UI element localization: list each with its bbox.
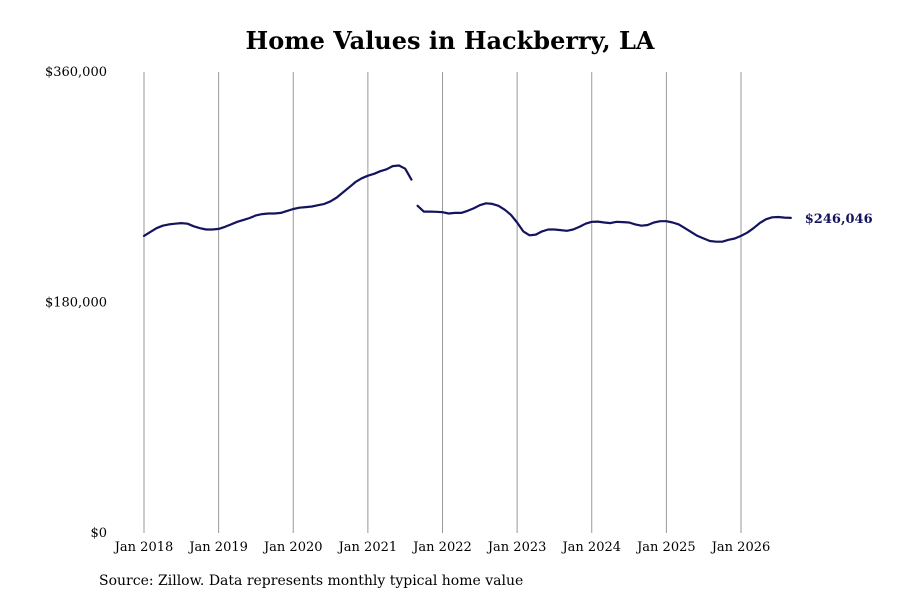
- y-tick-label: $180,000: [45, 296, 107, 311]
- x-tick-label: Jan 2019: [187, 540, 248, 555]
- y-tick-label: $0: [90, 526, 107, 541]
- x-tick-label: Jan 2022: [411, 540, 472, 555]
- x-tick-label: Jan 2024: [560, 540, 621, 555]
- chart-title: Home Values in Hackberry, LA: [245, 26, 655, 55]
- x-tick-label: Jan 2023: [486, 540, 547, 555]
- x-tick-label: Jan 2018: [113, 540, 174, 555]
- series-line-segment: [416, 202, 792, 243]
- x-tick-label: Jan 2026: [710, 540, 771, 555]
- end-value-label: $246,046: [805, 212, 873, 227]
- x-tick-label: Jan 2025: [635, 540, 696, 555]
- x-tick-label: Jan 2021: [337, 540, 398, 555]
- source-note: Source: Zillow. Data represents monthly …: [99, 573, 524, 589]
- x-tick-label: Jan 2020: [262, 540, 323, 555]
- series-line-segment: [142, 164, 413, 237]
- y-tick-label: $360,000: [45, 65, 107, 80]
